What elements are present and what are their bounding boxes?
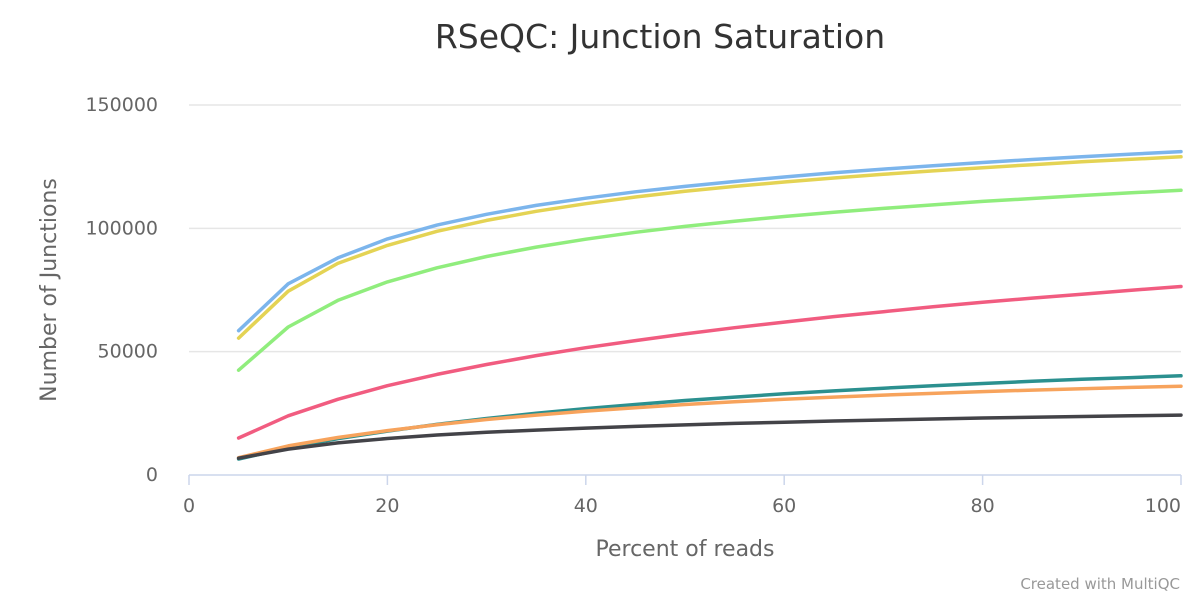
series-lines [236, 149, 1183, 461]
y-tick-label: 100000 [85, 217, 158, 239]
y-tick-label: 150000 [85, 94, 158, 116]
chart-title: RSeQC: Junction Saturation [435, 17, 885, 56]
series-line-6[interactable] [236, 384, 1183, 460]
series-line-2[interactable] [236, 155, 1183, 340]
gridlines [189, 104, 1181, 353]
credit-label[interactable]: Created with MultiQC [1020, 575, 1180, 593]
x-tick-label: 80 [971, 495, 995, 517]
x-tick-label: 100 [1145, 495, 1181, 517]
series-line-3[interactable] [236, 188, 1183, 372]
y-tick-label: 0 [146, 464, 158, 486]
x-axis-tick-labels: 0 20 40 60 80 100 [183, 495, 1181, 517]
y-axis-tick-labels: 0 50000 100000 150000 [85, 94, 158, 486]
x-tick-label: 0 [183, 495, 195, 517]
x-axis [188, 474, 1182, 485]
x-tick-label: 60 [772, 495, 796, 517]
y-tick-label: 50000 [98, 341, 158, 363]
x-tick-label: 20 [375, 495, 399, 517]
series-line-1[interactable] [236, 149, 1183, 333]
series-line-4[interactable] [236, 284, 1183, 440]
series-line-7[interactable] [236, 413, 1183, 460]
x-axis-title: Percent of reads [596, 537, 775, 562]
x-tick-label: 40 [574, 495, 598, 517]
y-axis-title: Number of Junctions [37, 178, 62, 402]
